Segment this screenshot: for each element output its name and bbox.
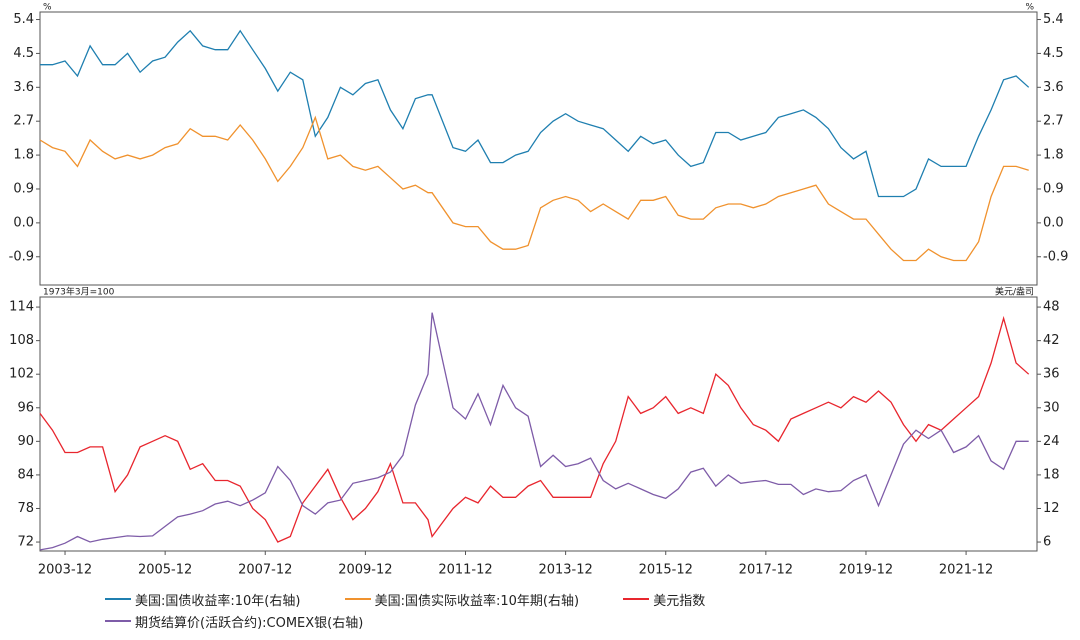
y2-tick-label: 0.0 — [1043, 215, 1064, 230]
x-tick-label: 2007-12 — [238, 563, 292, 578]
legend-swatch — [105, 620, 131, 622]
legend-item: 美国:国债收益率:10年(右轴) — [105, 588, 300, 610]
legend-label: 期货结算价(活跃合约):COMEX银(右轴) — [135, 615, 364, 631]
y-tick-label: 114 — [9, 300, 34, 315]
x-tick-label: 2019-12 — [839, 563, 893, 578]
series-line — [39, 115, 1029, 262]
y-tick-label: 4.5 — [13, 46, 34, 61]
y2-tick-label: 2.7 — [1043, 114, 1064, 129]
y2-tick-label: 42 — [1043, 333, 1060, 348]
y-tick-label: 90 — [17, 434, 34, 449]
x-tick-label: 2013-12 — [538, 563, 592, 578]
y2-axis-label: 美元/盎司 — [995, 286, 1034, 298]
y-tick-label: -0.9 — [9, 249, 34, 264]
x-tick-label: 2005-12 — [138, 563, 192, 578]
x-tick-label: 2017-12 — [739, 563, 793, 578]
series-line — [40, 29, 1030, 198]
y-tick-label: 0.0 — [13, 215, 34, 230]
legend-swatch — [105, 598, 131, 600]
legend-label: 美国:国债实际收益率:10年期(右轴) — [374, 593, 580, 609]
legend-label: 美元指数 — [653, 593, 706, 609]
y-axis-label: % — [43, 3, 52, 13]
legend-label: 美国:国债收益率:10年(右轴) — [135, 593, 301, 609]
plot-frame — [39, 11, 1038, 286]
y-tick-label: 5.4 — [13, 12, 34, 27]
y-tick-label: 84 — [17, 467, 34, 482]
y2-tick-label: 30 — [1043, 400, 1060, 415]
y-tick-label: 3.6 — [13, 80, 34, 95]
y2-tick-label: 0.9 — [1043, 181, 1064, 196]
y-tick-label: 1.8 — [13, 148, 34, 163]
y2-tick-label: 4.5 — [1043, 46, 1064, 61]
legend-swatch — [344, 598, 371, 600]
y2-tick-label: 36 — [1043, 367, 1060, 382]
x-tick-label: 2021-12 — [939, 563, 993, 578]
x-tick-label: 2015-12 — [639, 563, 693, 578]
y2-tick-label: 1.8 — [1043, 148, 1064, 163]
y2-tick-label: -0.9 — [1043, 249, 1068, 264]
x-tick-label: 2003-12 — [38, 563, 92, 578]
legend-item: 美国:国债实际收益率:10年期(右轴) — [344, 588, 580, 610]
series-line — [39, 315, 1030, 543]
y2-axis-label: % — [1025, 3, 1034, 13]
y-tick-label: 72 — [17, 535, 34, 550]
x-tick-label: 2011-12 — [438, 563, 492, 578]
legend-item: 期货结算价(活跃合约):COMEX银(右轴) — [105, 610, 363, 632]
y-tick-label: 0.9 — [13, 181, 34, 196]
y2-tick-label: 5.4 — [1043, 12, 1064, 27]
y2-tick-label: 12 — [1043, 501, 1060, 516]
legend-swatch — [623, 598, 650, 600]
y-axis-label: 1973年3月=100 — [43, 286, 115, 298]
y2-tick-label: 48 — [1043, 300, 1060, 315]
y-tick-label: 96 — [17, 400, 34, 415]
y-tick-label: 2.7 — [13, 114, 34, 129]
plot-frame — [39, 296, 1038, 552]
legend-item: 美元指数 — [623, 588, 705, 610]
y2-tick-label: 18 — [1043, 467, 1060, 482]
y-tick-label: 102 — [9, 367, 34, 382]
series-line — [39, 312, 1029, 551]
y2-tick-label: 3.6 — [1043, 80, 1064, 95]
y2-tick-label: 6 — [1043, 535, 1051, 550]
y-tick-label: 78 — [17, 501, 34, 516]
y-tick-label: 108 — [9, 333, 34, 348]
x-tick-label: 2009-12 — [338, 563, 392, 578]
y2-tick-label: 24 — [1043, 434, 1060, 449]
legend: 美国:国债收益率:10年(右轴) 美国:国债实际收益率:10年期(右轴) 美元指… — [105, 588, 1005, 632]
